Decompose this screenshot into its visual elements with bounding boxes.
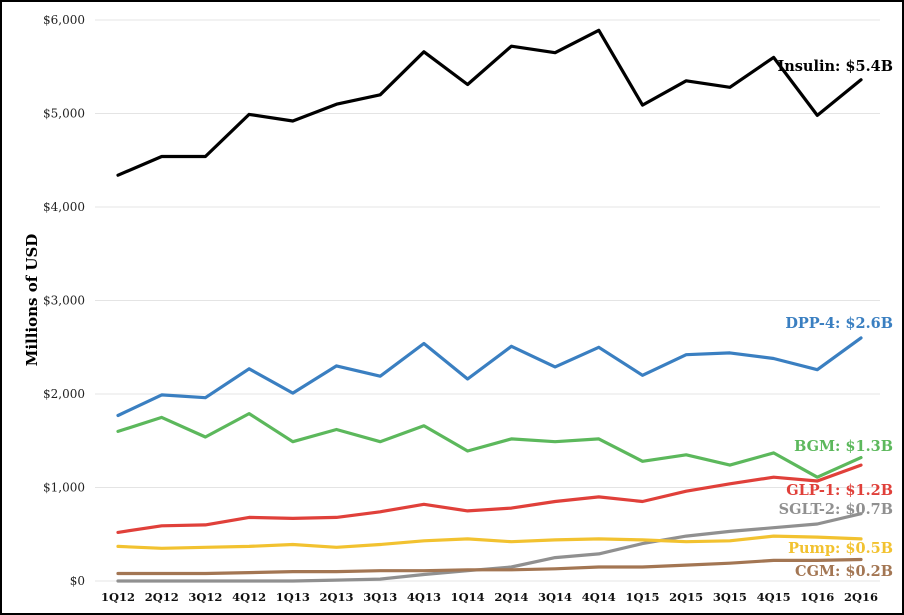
series-line-cgm	[116, 557, 863, 576]
x-tick-label: 1Q15	[625, 590, 659, 604]
x-tick-label: 3Q14	[538, 590, 572, 604]
x-tick-label: 4Q13	[407, 590, 441, 604]
x-axis-ticks: 1Q12 2Q12 3Q12 4Q12 1Q13 2Q13 3Q13 4Q13 1Q14 2Q14…	[101, 590, 878, 604]
y-axis-label: Millions of USD	[23, 234, 41, 367]
series-label-insulin: Insulin: $5.4B	[777, 58, 893, 75]
y-tick-label: $0	[70, 574, 85, 588]
x-tick-label: 2Q14	[494, 590, 528, 604]
x-tick-label: 1Q16	[800, 590, 834, 604]
x-tick-label: 2Q16	[844, 590, 878, 604]
series-label-glp-1: GLP-1: $1.2B	[786, 482, 893, 499]
y-tick-label: $2,000	[43, 387, 85, 401]
x-tick-label: 4Q14	[582, 590, 616, 604]
y-tick-label: $4,000	[43, 200, 85, 214]
x-tick-label: 2Q12	[145, 590, 179, 604]
x-tick-label: 3Q13	[363, 590, 397, 604]
series-labels: Insulin: $5.4B DPP-4: $2.6B BGM: $1.3B GLP-…	[777, 58, 893, 580]
x-tick-label: 1Q12	[101, 590, 135, 604]
series-line-insulin	[116, 28, 863, 177]
series-label-cgm: CGM: $0.2B	[795, 563, 893, 580]
y-tick-label: $1,000	[43, 481, 85, 495]
x-tick-label: 1Q13	[276, 590, 310, 604]
y-tick-label: $5,000	[43, 107, 85, 121]
series-label-sglt-2: SGLT-2: $0.7B	[779, 501, 893, 518]
series-lines	[116, 28, 863, 583]
series-label-dpp-4: DPP-4: $2.6B	[785, 315, 893, 332]
gridlines	[95, 19, 880, 582]
series-label-bgm: BGM: $1.3B	[794, 438, 893, 455]
x-tick-label: 3Q15	[713, 590, 747, 604]
series-line-bgm	[116, 412, 863, 479]
x-tick-label: 2Q15	[669, 590, 703, 604]
series-label-pump: Pump: $0.5B	[788, 540, 893, 557]
x-tick-label: 2Q13	[320, 590, 354, 604]
x-tick-label: 3Q12	[188, 590, 222, 604]
x-tick-label: 4Q15	[757, 590, 791, 604]
y-tick-label: $3,000	[43, 294, 85, 308]
series-line-pump	[116, 534, 863, 550]
y-axis-ticks: $0 $1,000 $2,000 $3,000 $4,000 $5,000 $6,000	[43, 13, 85, 588]
x-tick-label: 1Q14	[451, 590, 485, 604]
series-line-glp-1	[116, 463, 863, 534]
series-line-dpp-4	[116, 336, 863, 418]
x-tick-label: 4Q12	[232, 590, 266, 604]
y-tick-label: $6,000	[43, 13, 85, 27]
